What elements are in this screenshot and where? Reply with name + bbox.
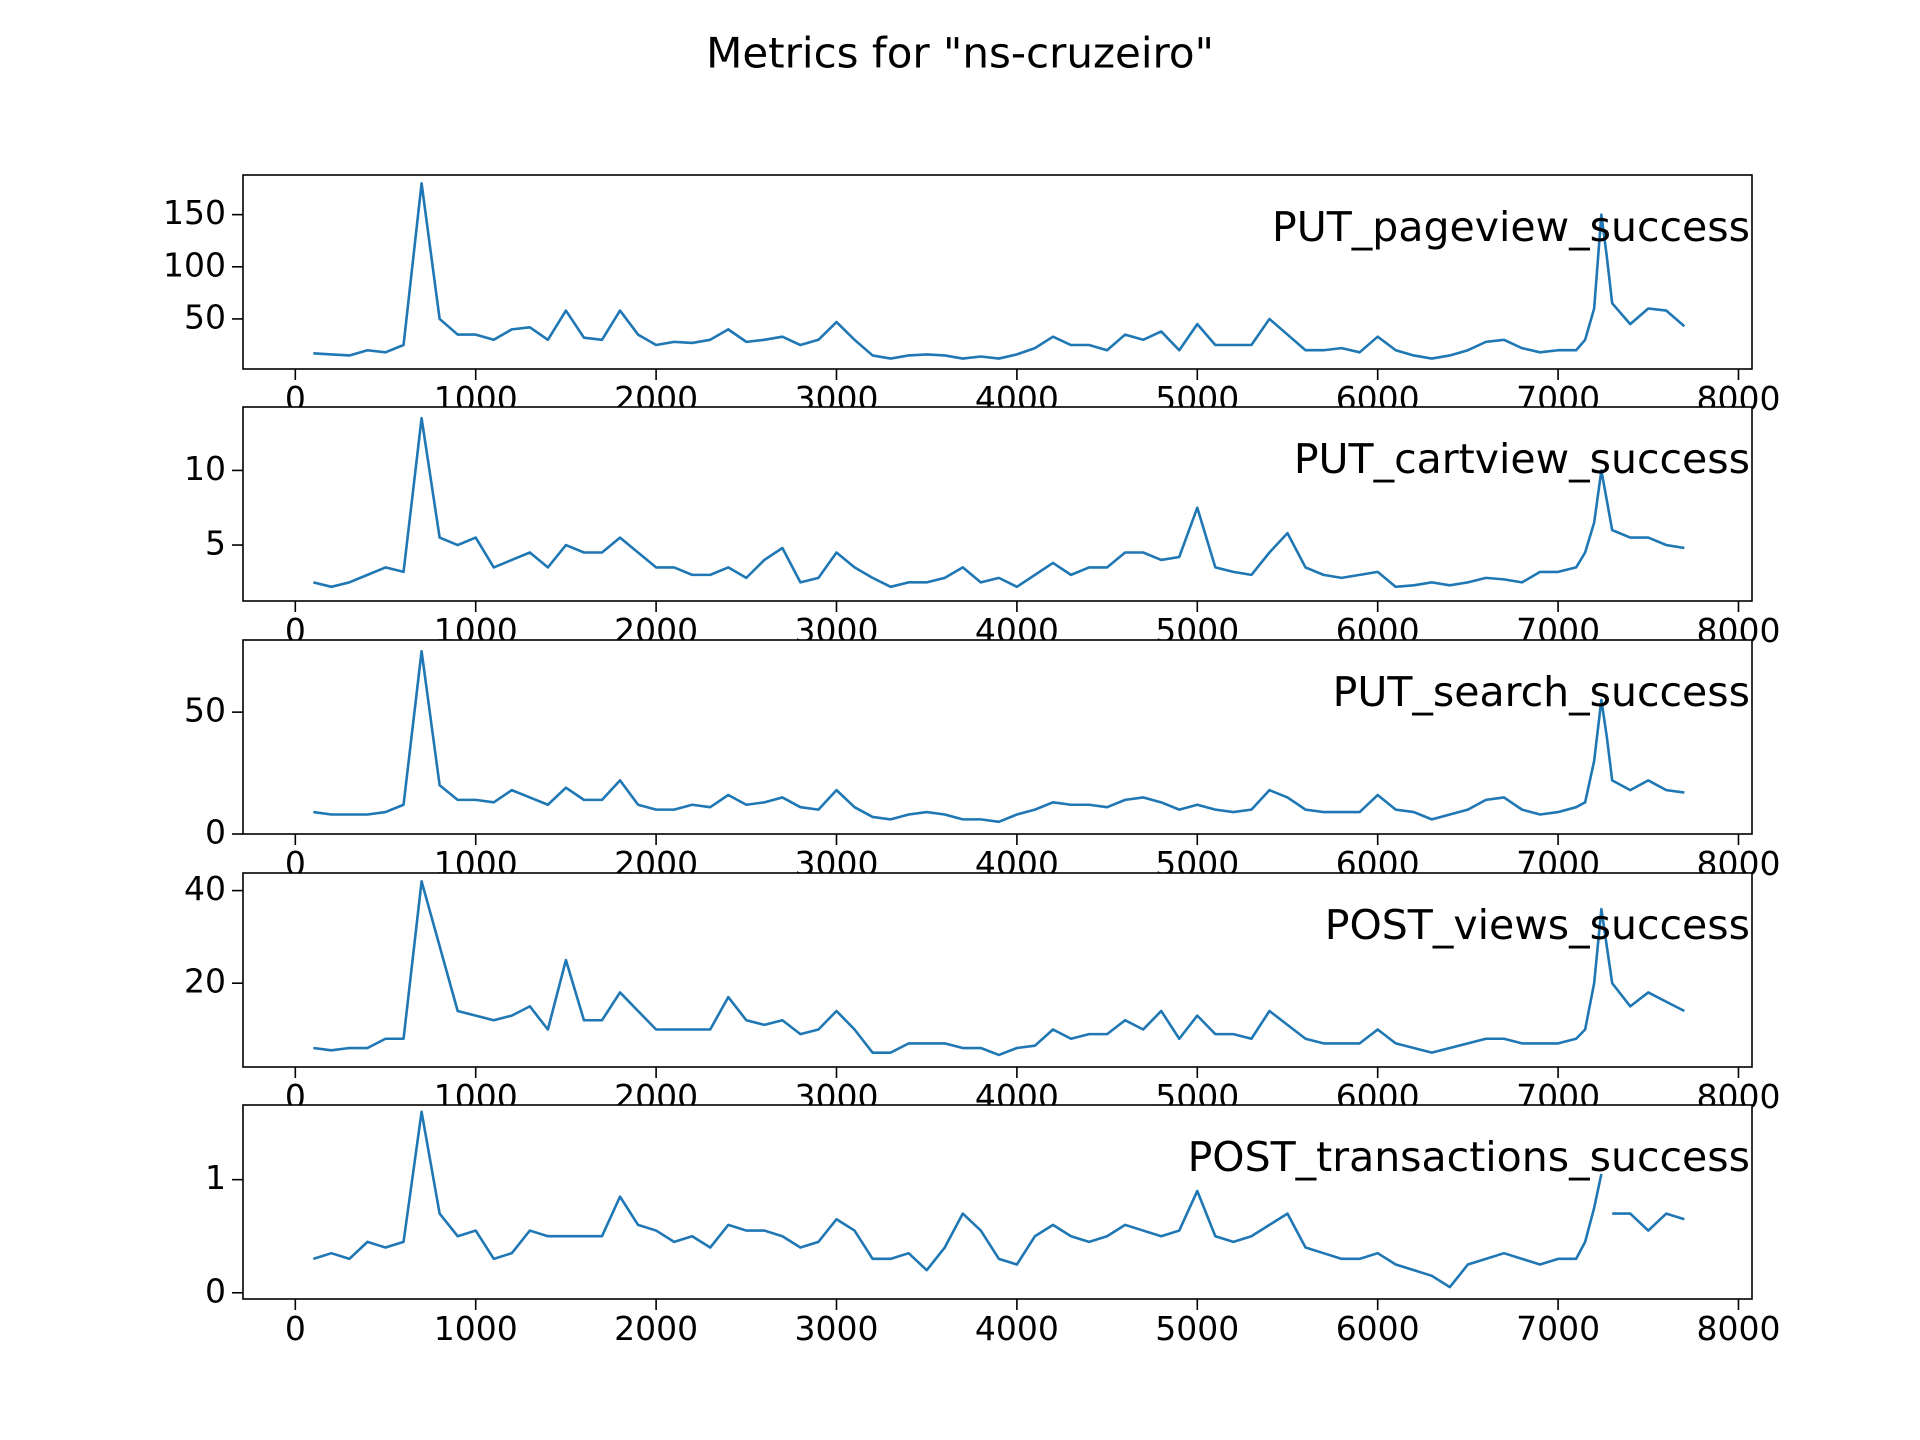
x-tick-label: 3000 — [795, 1309, 879, 1348]
y-tick-label: 50 — [184, 691, 226, 730]
y-tick-label: 5 — [205, 524, 226, 563]
data-line — [312, 1110, 1685, 1289]
axes-frame — [242, 174, 1753, 370]
figure-title: Metrics for "ns-cruzeiro" — [706, 29, 1214, 78]
data-line — [313, 182, 1686, 360]
axes-background — [243, 873, 1752, 1067]
panel-label: POST_views_success — [1325, 901, 1750, 949]
axes-background — [243, 407, 1752, 601]
panel-label: PUT_search_success — [1333, 668, 1750, 716]
axes-background — [243, 175, 1752, 369]
axes-frame — [242, 639, 1753, 835]
y-tick-label: 100 — [163, 245, 226, 284]
axes-frame — [242, 406, 1753, 602]
x-tick-label: 6000 — [1336, 1309, 1420, 1348]
x-tick-label: 4000 — [975, 1309, 1059, 1348]
data-line — [313, 649, 1685, 824]
y-tick-label: 0 — [205, 813, 226, 852]
x-tick-label: 1000 — [434, 1309, 518, 1348]
x-tick-label: 2000 — [614, 1309, 698, 1348]
x-tick-label: 5000 — [1155, 1309, 1239, 1348]
y-tick-label: 20 — [184, 962, 226, 1001]
x-tick-label: 8000 — [1696, 1309, 1780, 1348]
axes-frame — [242, 872, 1753, 1068]
axes-frame — [242, 1104, 1753, 1300]
y-tick-label: 40 — [184, 869, 226, 908]
y-tick-label: 10 — [184, 449, 226, 488]
y-tick-label: 150 — [163, 193, 226, 232]
panel-label: PUT_pageview_success — [1272, 203, 1750, 251]
data-line — [313, 880, 1685, 1057]
x-tick-label: 7000 — [1516, 1309, 1600, 1348]
panel-label: POST_transactions_success — [1188, 1133, 1750, 1181]
x-tick-label: 0 — [285, 1309, 306, 1348]
y-tick-label: 1 — [205, 1158, 226, 1197]
panel-label: PUT_cartview_success — [1294, 435, 1750, 483]
y-tick-label: 50 — [184, 297, 226, 336]
data-line — [313, 416, 1685, 589]
axes-background — [243, 1105, 1752, 1299]
y-tick-label: 0 — [205, 1271, 226, 1310]
